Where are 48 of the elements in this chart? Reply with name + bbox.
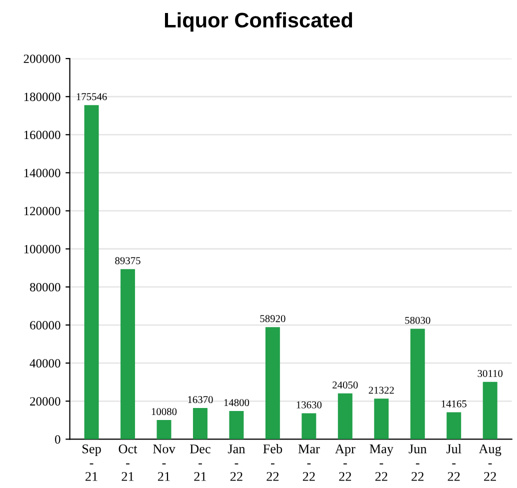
x-tick-label: Aug - 22 [478,444,502,481]
x-tick-label: May - 22 [370,444,394,481]
bar [156,420,172,440]
bar [192,408,208,440]
data-label: 24050 [332,382,358,389]
data-label: 21322 [368,386,394,394]
data-label: 30110 [478,370,503,377]
y-tick-label: 200000 [24,54,60,64]
x-tick-label: Jul - 22 [446,444,462,481]
data-label: 58920 [260,315,286,322]
y-tick-label: 80000 [30,282,60,292]
x-tick-label: Sep - 21 [82,444,101,481]
y-tick-label: 20000 [30,397,60,406]
data-label: 175546 [76,93,107,100]
bar [446,412,462,440]
y-tick-label: 0 [54,435,60,444]
bar [265,327,280,440]
data-label: 58030 [405,316,430,324]
bar [374,398,389,440]
bar [84,105,99,440]
x-tick-label: Jun - 22 [408,444,427,481]
y-tick-label: 180000 [24,92,60,102]
y-tick-label: 60000 [30,321,60,330]
bar [338,393,352,440]
x-tick-label: Jan - 22 [228,444,246,481]
y-tick-label: 160000 [24,130,60,140]
x-tick-label: Apr - 22 [335,444,356,481]
data-label: 14165 [442,400,466,408]
bar [302,413,316,440]
chart-title: Liquor Confiscated [164,12,352,32]
y-tick-label: 120000 [24,206,60,216]
data-label: 89375 [115,257,140,264]
x-tick-label: Mar - 22 [298,444,320,481]
bar [229,411,244,440]
x-tick-label: Oct - 21 [118,444,138,481]
bar [482,382,498,440]
data-label: 13630 [296,401,322,408]
data-label: 16370 [188,396,213,404]
y-tick-label: 100000 [24,244,60,254]
data-label: 14800 [224,399,250,406]
y-tick-label: 140000 [24,168,60,178]
x-tick-label: Feb - 22 [263,444,282,481]
bar [410,328,425,440]
x-tick-label: Nov - 21 [153,444,176,481]
x-tick-label: Dec - 21 [190,444,210,481]
y-tick-label: 40000 [30,359,60,368]
data-label: 10080 [152,408,177,416]
bar [120,269,136,440]
